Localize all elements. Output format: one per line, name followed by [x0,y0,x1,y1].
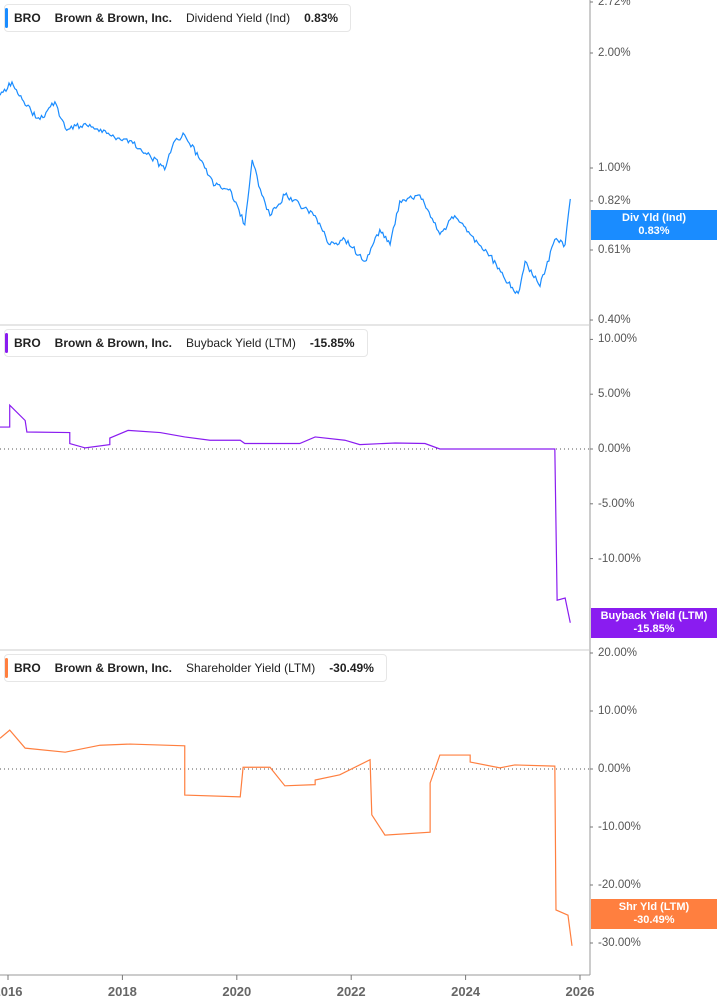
series-line-buyback-yield [0,403,571,623]
y-tick-label: 5.00% [598,388,631,401]
y-tick-label: -5.00% [598,497,635,510]
legend-company: Brown & Brown, Inc. [54,661,173,675]
x-tick-label: 2018 [107,984,137,999]
y-tick-label: 0.82% [598,194,631,207]
legend-shareholder-yield: BRO Brown & Brown, Inc. Shareholder Yiel… [4,654,387,682]
x-tick-label: 2024 [451,984,481,999]
tag-value: 0.83% [638,225,670,237]
y-tick-label: 1.00% [598,162,631,174]
x-tick-label: 2016 [0,984,23,999]
legend-metric: Dividend Yield (Ind) [186,11,291,25]
y-tick-label: -20.00% [598,879,641,891]
tag-title: Buyback Yield (LTM) [600,610,708,622]
last-value-tag-buyback: Buyback Yield (LTM) -15.85% [591,608,717,638]
tag-title: Shr Yld (LTM) [618,901,690,913]
legend-company: Brown & Brown, Inc. [54,336,173,350]
y-tick-label: 2.00% [598,47,631,59]
series-line-shareholder-yield [0,729,573,946]
legend-ticker: BRO [14,11,41,25]
y-tick-label: 20.00% [598,647,638,659]
legend-value: 0.83% [304,11,339,25]
y-tick-label: 2.72% [598,0,631,8]
tag-value: -30.49% [633,914,675,926]
series-color-marker [5,8,8,28]
x-tick-label: 2020 [222,984,252,999]
series-line-dividend-yield [0,80,571,295]
y-tick-label: 0.00% [598,763,631,775]
legend-dividend-yield: BRO Brown & Brown, Inc. Dividend Yield (… [4,4,352,32]
series-color-marker [5,333,8,353]
y-tick-label: 10.00% [598,705,638,717]
x-tick-label: 2022 [336,984,366,999]
y-tick-label: 0.61% [598,244,631,256]
legend-metric: Buyback Yield (LTM) [186,336,296,350]
legend-value: -15.85% [309,336,355,350]
tag-title: Div Yld (Ind) [622,212,686,224]
legend-company: Brown & Brown, Inc. [54,11,173,25]
legend-value: -30.49% [329,661,374,675]
y-tick-label: -30.00% [598,937,641,949]
legend-ticker: BRO [14,336,41,350]
last-value-tag-dividend: Div Yld (Ind) 0.83% [591,210,717,240]
legend-metric: Shareholder Yield (LTM) [186,661,316,675]
y-tick-label: 0.40% [598,314,631,327]
y-tick-label: 0.00% [598,443,631,455]
legend-buyback-yield: BRO Brown & Brown, Inc. Buyback Yield (L… [4,329,368,357]
y-tick-label: -10.00% [598,552,641,565]
series-color-marker [5,658,8,678]
y-tick-label: 10.00% [598,333,638,346]
y-tick-label: -10.00% [598,821,641,833]
tag-value: -15.85% [633,623,675,635]
legend-ticker: BRO [14,661,41,675]
x-tick-label: 2026 [565,984,595,999]
last-value-tag-shareholder: Shr Yld (LTM) -30.49% [591,899,717,929]
